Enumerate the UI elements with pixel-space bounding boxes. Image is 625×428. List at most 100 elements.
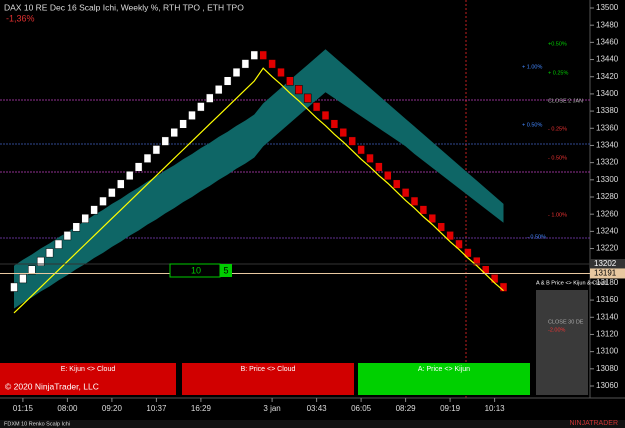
renko-brick xyxy=(117,179,125,189)
y-tick-label: 13260 xyxy=(596,209,619,218)
y-tick-label: 13080 xyxy=(596,364,619,373)
level-label: - 0.50% xyxy=(527,234,546,240)
x-tick-label: 16:29 xyxy=(191,404,212,413)
y-tick-label: 13120 xyxy=(596,330,619,339)
renko-brick xyxy=(490,274,499,284)
y-tick-label: 13060 xyxy=(596,381,619,390)
y-tick-label: 13500 xyxy=(596,3,619,12)
renko-brick xyxy=(170,128,178,138)
renko-brick xyxy=(339,128,348,138)
renko-brick xyxy=(214,85,223,95)
renko-brick xyxy=(241,59,250,69)
panel xyxy=(536,290,588,395)
brand: NINJATRADER xyxy=(570,420,618,427)
renko-brick xyxy=(259,50,267,60)
y-tick-label: 13160 xyxy=(596,295,619,304)
x-tick-label: 10:13 xyxy=(485,404,506,413)
renko-brick xyxy=(134,162,143,172)
renko-brick xyxy=(152,145,161,155)
button-label[interactable]: E: Kijun <> Cloud xyxy=(61,366,116,373)
x-tick-label: 09:20 xyxy=(102,404,123,413)
renko-brick xyxy=(90,205,98,215)
y-tick-label: 13420 xyxy=(596,72,619,81)
renko-brick xyxy=(357,145,365,155)
renko-brick xyxy=(410,196,419,206)
y-tick-label: 13240 xyxy=(596,226,619,235)
y-tick-label: 13140 xyxy=(596,312,619,321)
renko-brick xyxy=(125,170,134,181)
button[interactable] xyxy=(358,363,530,395)
price-marker xyxy=(590,268,625,279)
y-tick-label: 13400 xyxy=(596,89,619,98)
button-label[interactable]: A: Price <> Kijun xyxy=(418,366,470,373)
y-tick-label: 13100 xyxy=(596,347,619,356)
y-tick-label: 13440 xyxy=(596,55,619,64)
y-tick-label: 13480 xyxy=(596,20,619,29)
y-tick-label: 13360 xyxy=(596,123,619,132)
button[interactable] xyxy=(182,363,354,395)
renko-brick xyxy=(366,153,374,163)
button-label[interactable]: B: Price <> Cloud xyxy=(241,366,296,373)
order-step[interactable]: 5 xyxy=(223,265,228,275)
x-tick-label: 06:05 xyxy=(351,404,372,413)
y-tick-label: 13280 xyxy=(596,192,619,201)
renko-brick xyxy=(286,76,294,86)
y-tick-label: 13320 xyxy=(596,158,619,167)
copyright: © 2020 NinjaTrader, LLC xyxy=(5,381,99,391)
level-label: - 0.25% xyxy=(548,126,567,132)
change-label: -1,36% xyxy=(6,13,35,23)
x-tick-label: 09:19 xyxy=(440,404,461,413)
level-label: -2.00% xyxy=(548,327,566,333)
x-tick-label: 03:43 xyxy=(307,404,328,413)
renko-brick xyxy=(179,119,187,129)
y-tick-label: 13380 xyxy=(596,106,619,115)
level-label: + 0.25% xyxy=(548,70,568,76)
renko-brick xyxy=(428,213,437,224)
x-tick-label: 08:29 xyxy=(396,404,417,413)
price-marker-label: 13191 xyxy=(594,269,617,278)
renko-brick xyxy=(81,213,89,224)
renko-brick xyxy=(455,239,463,249)
renko-brick xyxy=(36,256,45,266)
renko-brick xyxy=(108,188,116,198)
renko-brick xyxy=(330,119,339,129)
renko-brick xyxy=(250,50,259,60)
renko-brick xyxy=(223,76,232,86)
renko-brick xyxy=(312,102,321,112)
y-tick-label: 13460 xyxy=(596,37,619,46)
renko-brick xyxy=(437,222,445,232)
y-tick-label: 13300 xyxy=(596,175,619,184)
renko-brick xyxy=(10,282,18,292)
level-label: +0.50% xyxy=(548,41,567,47)
y-tick-label: 13180 xyxy=(596,278,619,287)
renko-brick xyxy=(188,110,196,120)
price-marker xyxy=(590,259,625,270)
level-label: - 0.50% xyxy=(548,155,567,161)
renko-brick xyxy=(63,231,72,241)
level-label: A & B Price <> Kijun & Cloud xyxy=(536,280,607,286)
kijun-line xyxy=(13,67,504,314)
button[interactable] xyxy=(0,363,176,395)
level-label: CLOSE 30 DE xyxy=(548,319,584,325)
order-qty[interactable]: 10 xyxy=(191,265,201,275)
renko-brick xyxy=(348,136,356,146)
chart-title: DAX 10 RE Dec 16 Scalp Ichi, Weekly %, R… xyxy=(4,2,244,12)
y-tick-label: 13220 xyxy=(596,244,619,253)
renko-brick xyxy=(401,188,410,198)
renko-brick xyxy=(419,205,428,215)
x-tick-label: 01:15 xyxy=(13,404,34,413)
tab-label[interactable]: FDXM 10 Renko Scalp Ichi xyxy=(4,421,70,427)
renko-brick xyxy=(161,136,170,146)
renko-brick xyxy=(277,67,285,77)
level-label: + 0.50% xyxy=(522,122,542,128)
renko-brick xyxy=(206,93,214,103)
level-label: + 1.00% xyxy=(522,64,542,70)
order-step-box[interactable] xyxy=(220,264,232,277)
renko-brick xyxy=(303,93,312,103)
renko-brick xyxy=(197,102,205,112)
renko-brick xyxy=(28,265,36,275)
footer xyxy=(0,420,625,428)
renko-brick xyxy=(99,196,107,206)
renko-brick xyxy=(295,85,303,95)
